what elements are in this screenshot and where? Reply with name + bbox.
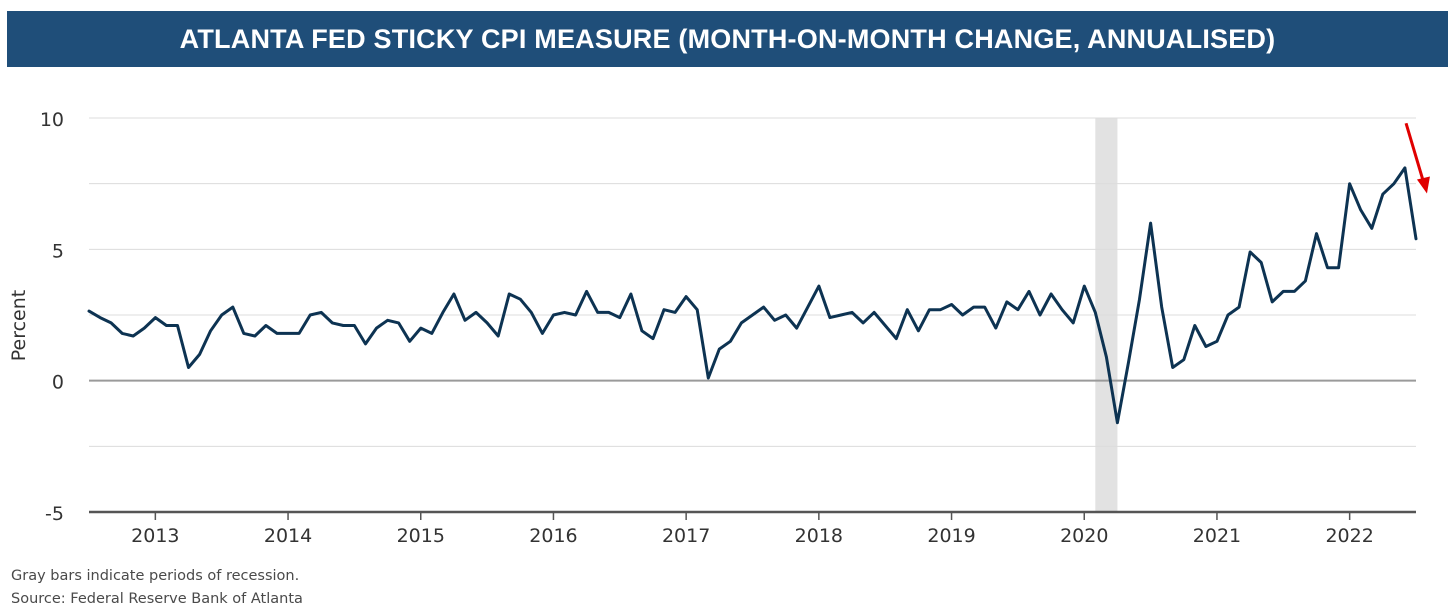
- x-tick-label: 2018: [795, 525, 843, 547]
- chart-title: ATLANTA FED STICKY CPI MEASURE (MONTH-ON…: [179, 23, 1276, 54]
- y-tick-label: 5: [52, 240, 64, 262]
- source-note: Source: Federal Reserve Bank of Atlanta: [11, 591, 303, 607]
- y-tick-label: 10: [40, 109, 64, 131]
- y-axis-label: Percent: [8, 290, 30, 362]
- x-tick-label: 2014: [264, 525, 312, 547]
- x-tick-label: 2016: [529, 525, 577, 547]
- recession-note: Gray bars indicate periods of recession.: [11, 568, 300, 584]
- x-tick-label: 2013: [131, 525, 179, 547]
- y-tick-label: -5: [45, 503, 64, 525]
- series-line: [87, 166, 1418, 425]
- y-tick-label: 0: [52, 372, 64, 394]
- x-tick-label: 2017: [662, 525, 710, 547]
- chart-title-banner: ATLANTA FED STICKY CPI MEASURE (MONTH-ON…: [7, 11, 1448, 67]
- x-tick-label: 2021: [1193, 525, 1241, 547]
- arrow-shaft: [1404, 122, 1426, 184]
- x-tick-label: 2020: [1060, 525, 1108, 547]
- x-tick-label: 2022: [1325, 525, 1373, 547]
- arrow-head: [1416, 176, 1430, 194]
- x-tick-label: 2019: [927, 525, 975, 547]
- x-tick-label: 2015: [397, 525, 445, 547]
